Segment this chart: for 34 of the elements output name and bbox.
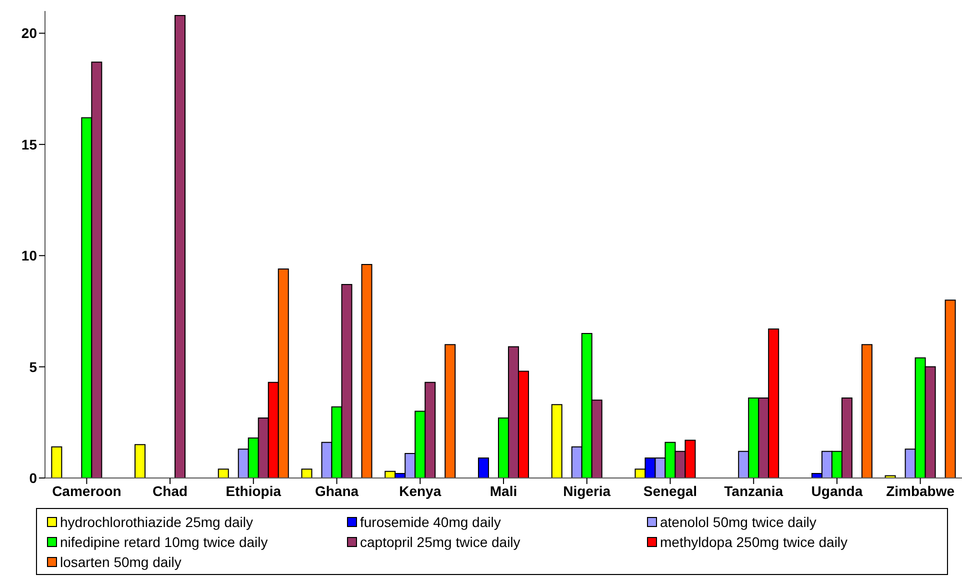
bar xyxy=(861,344,872,478)
y-tick-label: 20 xyxy=(21,25,38,42)
x-tick-label: Zimbabwe xyxy=(886,482,955,499)
bar xyxy=(361,264,372,478)
y-tick-label: 10 xyxy=(21,248,38,264)
x-tick-label: Mali xyxy=(490,482,518,499)
x-tick-label: Ghana xyxy=(314,482,359,499)
bar xyxy=(944,300,956,478)
bar xyxy=(478,457,489,478)
bar xyxy=(218,468,229,478)
x-tick-label: Cameroon xyxy=(52,482,122,499)
legend-label: losarten 50mg daily xyxy=(60,553,182,572)
bar xyxy=(134,444,146,478)
x-tick-label: Chad xyxy=(152,482,188,499)
bar xyxy=(174,14,186,478)
legend-label: furosemide 40mg daily xyxy=(360,513,501,532)
bar xyxy=(551,404,562,478)
x-tick-label: Senegal xyxy=(643,482,698,499)
legend-label: captopril 25mg twice daily xyxy=(360,533,520,552)
x-tick-label: Tanzania xyxy=(724,482,784,499)
bar xyxy=(444,344,456,478)
bar xyxy=(51,446,62,478)
legend-label: nifedipine retard 10mg twice daily xyxy=(60,533,268,552)
x-tick-label: Nigeria xyxy=(563,482,611,499)
x-tick-label: Kenya xyxy=(399,482,442,499)
legend-label: methyldopa 250mg twice daily xyxy=(660,533,848,552)
legend-label: hydrochlorothiazide 25mg daily xyxy=(60,513,253,532)
legend-label: atenolol 50mg twice daily xyxy=(660,513,816,532)
x-tick-label: Ethiopia xyxy=(226,482,282,499)
y-tick-label: 0 xyxy=(29,470,38,486)
y-tick-label: 5 xyxy=(29,358,38,375)
bar xyxy=(301,468,312,478)
y-tick-label: 15 xyxy=(21,136,38,152)
x-tick-label: Uganda xyxy=(811,482,863,499)
